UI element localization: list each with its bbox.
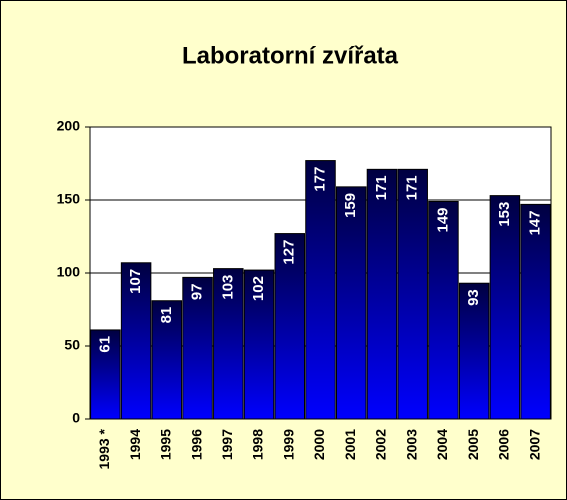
y-tick-label: 100 [57,264,81,280]
y-tick-label: 200 [57,118,81,134]
bar [243,269,275,420]
chart-title: Laboratorní zvířata [182,42,399,69]
x-tick-label: 1998 [250,429,266,460]
bar [458,282,490,420]
bar [335,186,367,420]
bar [213,268,244,420]
bar [366,168,398,420]
y-tick-label: 50 [64,337,80,353]
x-tick-label: 1994 [127,429,143,460]
value-label: 153 [496,202,513,227]
value-label: 93 [465,289,482,306]
value-label: 149 [434,207,451,232]
value-label: 102 [250,276,267,301]
y-tick-label: 150 [57,191,81,207]
x-tick-label: 2000 [311,429,327,460]
x-tick-label: 1996 [188,429,204,460]
y-tick-label: 0 [72,410,80,426]
value-label: 159 [342,193,359,218]
value-label: 103 [219,275,236,300]
x-tick-label: 1999 [280,429,296,460]
x-tick-label: 2006 [496,429,512,460]
bar [120,262,152,420]
value-label: 147 [527,210,544,235]
x-tick-label: 1997 [219,429,235,460]
bar [489,195,521,420]
value-label: 171 [404,175,421,200]
bar [428,200,459,420]
x-tick-label: 2007 [526,429,542,460]
x-tick-label: 2002 [373,429,389,460]
x-tick-label: 2001 [342,429,358,460]
bar [305,160,336,420]
value-label: 171 [373,175,390,200]
value-label: 81 [158,307,175,324]
bar [90,329,121,420]
bar [397,168,428,420]
x-tick-label: 1995 [158,429,174,460]
value-label: 97 [189,283,206,300]
bar [274,233,306,420]
value-label: 177 [311,167,328,192]
value-label: 61 [96,336,113,353]
x-tick-label: 2003 [403,429,419,460]
bar [182,276,213,420]
x-tick-label: 2005 [465,429,481,460]
value-label: 107 [127,269,144,294]
bar [520,203,551,420]
x-tick-label: 1993 * [96,428,112,469]
bar [151,300,183,420]
x-tick-label: 2004 [434,429,450,460]
value-label: 127 [281,240,298,265]
